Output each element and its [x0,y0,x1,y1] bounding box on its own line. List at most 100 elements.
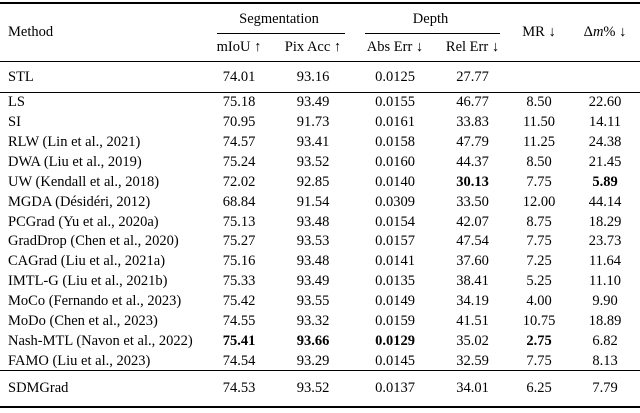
table-row: FAMO (Liu et al., 2023) 74.54 93.29 0.0145 3… [0,351,640,371]
pix-acc-cell: 93.29 [296,352,330,369]
pix-acc-cell: 93.41 [296,133,330,150]
table-row: UW (Kendall et al., 2018) 72.02 92.85 0.014… [0,172,640,192]
method-cell: CAGrad (Liu et al., 2021a) [8,253,166,270]
depth-group-label: Depth [412,10,449,27]
rel-err-cell: 37.60 [456,253,489,270]
header-pix-acc: Pix Acc ↑ [284,39,342,56]
delta-m-suffix: % ↓ [603,24,627,41]
mr-cell: 10.75 [522,312,556,329]
mr-cell: 12.00 [522,193,556,210]
method-cell: SDMGrad [8,380,69,397]
abs-err-cell: 0.0160 [375,153,415,170]
rel-err-cell: 46.77 [456,94,489,111]
table-row: Nash-MTL (Navon et al., 2022) 75.41 93.66 0… [0,331,640,351]
miou-cell: 75.18 [222,94,256,111]
delta-m-cell: 6.82 [592,332,618,349]
table-row: CAGrad (Liu et al., 2021a) 75.16 93.48 0.01… [0,252,640,272]
abs-err-cell: 0.0159 [375,312,415,329]
pix-acc-cell: 93.16 [296,68,330,85]
header-sub-row: mIoU ↑ Pix Acc ↑ Abs Err ↓ Rel Err ↓ [0,34,640,62]
header-miou: mIoU ↑ [216,39,262,56]
method-cell: SI [8,114,21,131]
method-cell: LS [8,94,25,111]
rel-err-cell: 33.83 [456,114,489,131]
table-row: IMTL-G (Liu et al., 2021b) 75.33 93.49 0.01… [0,272,640,292]
pix-acc-cell: 91.73 [296,114,330,131]
mr-cell: 7.75 [526,352,552,369]
pix-acc-cell: 93.52 [296,380,330,397]
table-row: SI 70.95 91.73 0.0161 33.83 11.50 14.11 [0,112,640,132]
miou-cell: 75.42 [222,293,256,310]
header-mr: MR ↓ [522,24,556,41]
mr-cell: 11.25 [522,133,556,150]
method-cell: MGDA (Désidéri, 2012) [8,193,151,210]
rel-err-cell: 38.41 [456,273,489,290]
mr-cell: 5.25 [526,273,552,290]
abs-err-cell: 0.0149 [375,293,415,310]
miou-cell: 74.55 [222,312,256,329]
section-sdmgrad: SDMGrad 74.53 93.52 0.0137 34.01 6.25 7.79 [0,370,640,407]
method-cell: UW (Kendall et al., 2018) [8,173,160,190]
delta-m-cell: 8.13 [592,352,618,369]
rel-err-cell: 27.77 [456,68,489,85]
miou-cell: 75.41 [222,332,256,349]
abs-err-cell: 0.0309 [375,193,415,210]
abs-err-cell: 0.0129 [375,332,415,349]
table-row: MGDA (Désidéri, 2012) 68.84 91.54 0.0309 33.… [0,192,640,212]
miou-cell: 74.53 [222,380,256,397]
method-cell: Nash-MTL (Navon et al., 2022) [8,332,193,349]
rel-err-cell: 30.13 [456,173,489,190]
table-row: SDMGrad 74.53 93.52 0.0137 34.01 6.25 7.79 [0,371,640,407]
delta-m-cell: 21.45 [588,153,622,170]
miou-cell: 74.57 [222,133,256,150]
table-row: MoCo (Fernando et al., 2023) 75.42 93.55 0.… [0,291,640,311]
abs-err-cell: 0.0161 [375,114,415,131]
section-stl: STL 74.01 93.16 0.0125 27.77 [0,62,640,93]
table-row: STL 74.01 93.16 0.0125 27.77 [0,62,640,93]
mr-cell: 11.50 [522,114,556,131]
rel-err-cell: 47.54 [456,233,489,250]
miou-cell: 70.95 [222,114,256,131]
miou-cell: 74.54 [222,352,256,369]
table-row: MoDo (Chen et al., 2023) 74.55 93.32 0.0159… [0,311,640,331]
mr-cell: 8.50 [526,153,552,170]
pix-acc-cell: 93.48 [296,213,330,230]
abs-err-cell: 0.0145 [375,352,415,369]
rel-err-cell: 34.19 [456,293,489,310]
abs-err-cell: 0.0125 [375,68,415,85]
mr-cell: 4.00 [526,293,552,310]
delta-m-cell: 11.64 [588,253,622,270]
table-row: RLW (Lin et al., 2021) 74.57 93.41 0.0158 47… [0,132,640,152]
table-row: PCGrad (Yu et al., 2020a) 75.13 93.48 0.015… [0,212,640,232]
delta-m-cell: 7.79 [592,380,618,397]
delta-m-cell: 14.11 [588,114,622,131]
delta-m-cell: 11.10 [588,273,622,290]
miou-cell: 75.16 [222,253,256,270]
method-cell: FAMO (Liu et al., 2023) [8,352,151,369]
method-cell: STL [8,68,34,85]
method-cell: RLW (Lin et al., 2021) [8,133,141,150]
delta-m-cell: 5.89 [592,173,618,190]
table-row: DWA (Liu et al., 2019) 75.24 93.52 0.0160 44… [0,152,640,172]
miou-cell: 74.01 [222,68,256,85]
delta-m-cell: 9.90 [592,293,618,310]
miou-cell: 75.33 [222,273,256,290]
mr-cell: 6.25 [526,380,552,397]
rel-err-cell: 34.01 [456,380,489,397]
delta-m-cell [570,62,640,93]
method-cell: IMTL-G (Liu et al., 2021b) [8,273,168,290]
miou-cell: 75.24 [222,153,256,170]
abs-err-cell: 0.0141 [375,253,415,270]
miou-cell: 72.02 [222,173,256,190]
miou-cell: 75.13 [222,213,256,230]
abs-err-cell: 0.0155 [375,94,415,111]
delta-m-cell: 44.14 [588,193,622,210]
delta-m-cell: 23.73 [588,233,622,250]
rel-err-cell: 44.37 [456,153,489,170]
delta-m-cell: 18.29 [588,213,622,230]
rel-err-cell: 35.02 [456,332,489,349]
mr-cell [508,62,570,93]
pix-acc-cell: 93.53 [296,233,330,250]
header-abs-err: Abs Err ↓ [366,39,424,56]
